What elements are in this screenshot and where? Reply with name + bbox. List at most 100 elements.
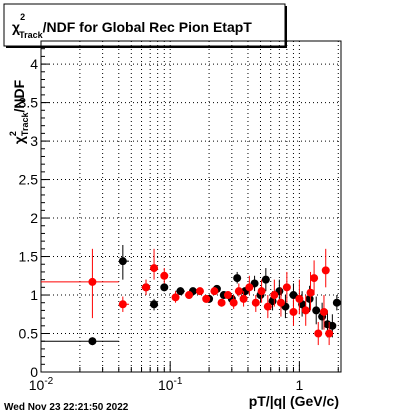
data-point-red [251,295,260,312]
data-point-black [332,295,341,311]
data-point-red [257,279,266,303]
marker [88,337,97,346]
y-tick-label: 0 [30,364,38,380]
title-box: χ2 Track/NDF for Global Rec Pion EtapT [3,3,287,48]
data-point-red [118,296,130,312]
data-point-black [160,283,169,292]
data-point-red [223,291,232,300]
marker [325,329,334,338]
data-point-red [202,294,211,303]
data-point-red [217,298,226,307]
marker [282,283,291,292]
data-point-red [141,279,151,296]
data-point-red [245,275,254,296]
x-tick-label: 10-2 [29,376,54,393]
marker [229,298,238,307]
marker [150,264,159,273]
y-tick-label: 4 [30,56,38,72]
data-point-red [150,248,159,280]
marker [257,287,266,296]
marker [160,271,169,280]
marker [261,275,270,284]
marker [195,287,204,296]
data-point-black [175,287,185,296]
marker [270,291,279,300]
marker [171,293,180,302]
marker [150,300,159,309]
y-tick-label: 3.5 [19,95,39,111]
marker [289,291,298,300]
marker [289,307,298,316]
marker [312,306,321,315]
x-tick-label: 10-1 [158,376,183,393]
marker [332,298,341,307]
marker [239,294,248,303]
marker [306,288,315,297]
data-point-black [289,283,298,307]
y-axis-title: χ2 Track/NDF [8,79,30,144]
marker [251,298,260,307]
data-point-red [295,279,304,315]
data-point-red [325,321,334,346]
marker [305,294,314,303]
marker [233,274,242,283]
marker [88,277,97,286]
marker [295,294,304,303]
marker [223,291,232,300]
date-stamp: Wed Nov 23 22:21:50 2022 [4,402,129,413]
marker [263,302,272,311]
data-point-red [195,287,204,296]
data-point-black [118,244,130,280]
marker [118,257,127,266]
data-point-black [150,298,159,311]
marker [319,307,328,316]
marker [321,266,330,275]
data-point-red [319,295,328,330]
marker [160,283,169,292]
data-point-red [289,298,298,326]
y-tick-label: 3 [30,133,38,149]
x-axis-title: pT/|q| (GeV/c) [249,393,339,409]
marker [217,298,226,307]
data-point-red [160,268,169,284]
data-point-red [41,248,119,319]
data-point-red [301,295,310,326]
data-point-red [171,291,180,303]
plot-frame [40,40,342,373]
y-tick-label: 1.5 [19,249,39,265]
y-tick-label: 0.5 [19,326,39,342]
data-point-black [312,296,321,325]
data-point-red [310,260,319,296]
data-point-red [229,295,238,309]
data-point-red [210,287,219,296]
data-point-red [270,279,279,307]
marker [142,283,151,292]
data-point-red [276,287,285,317]
marker [276,298,285,307]
marker [210,287,219,296]
data-point-red [234,283,243,297]
data-point-red [184,291,194,300]
marker [118,300,127,309]
data-point-black [281,295,290,319]
marker [202,294,211,303]
data-point-black [233,271,242,284]
data-point-red [263,295,272,319]
data-point-black [41,337,119,346]
y-tick-label: 2 [30,210,38,226]
data-point-black [261,268,270,292]
data-point-red [239,291,248,307]
marker [314,329,323,338]
marker [301,306,310,315]
marker [310,274,319,283]
marker [234,287,243,296]
marker [176,287,185,296]
data-point-red [314,321,323,346]
marker [245,283,254,292]
data-point-red [282,271,291,303]
chart-title: χ2 Track/NDF for Global Rec Pion EtapT [12,12,252,40]
marker [185,291,194,300]
marker [328,321,337,330]
